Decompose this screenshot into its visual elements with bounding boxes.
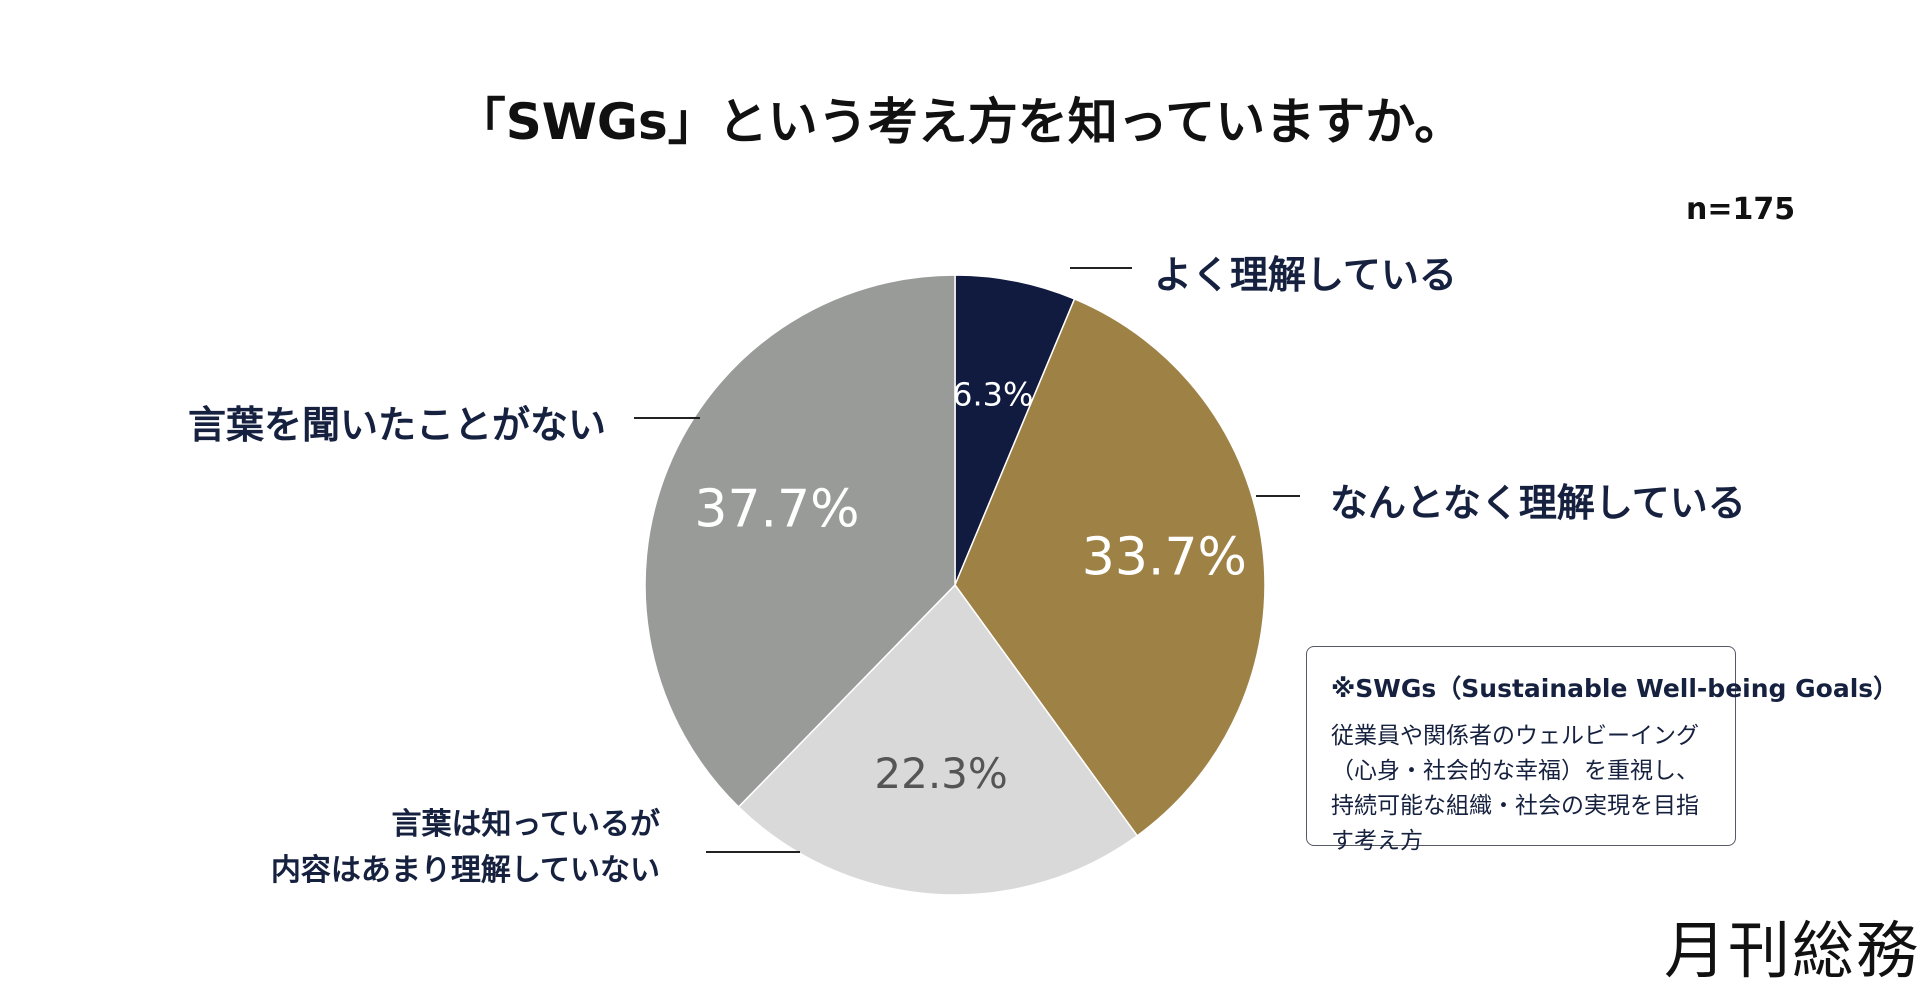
slice-well-understood bbox=[954, 274, 1076, 586]
label-well-understood: よく理解している bbox=[1154, 253, 1457, 297]
label-never-heard: 言葉を聞いたことがない bbox=[187, 403, 606, 447]
publisher-logo: 月刊総務 bbox=[1664, 914, 1920, 987]
label-heard-line2: 内容はあまり理解していない bbox=[270, 853, 660, 888]
label-somewhat-understood: なんとなく理解している bbox=[1330, 481, 1746, 525]
label-heard-line1: 言葉は知っているが bbox=[391, 807, 661, 842]
slice-heard-not-understood bbox=[737, 583, 1139, 896]
slice-somewhat-understood bbox=[954, 297, 1266, 837]
note-title: ※SWGs（Sustainable Well-being Goals） bbox=[1331, 674, 1899, 703]
value-label-heard-not-understood: 22.3% bbox=[874, 749, 1007, 798]
chart-title: 「SWGs」という考え方を知っていますか。 bbox=[455, 93, 1465, 151]
definition-note: ※SWGs（Sustainable Well-being Goals） 従業員や… bbox=[1306, 646, 1899, 854]
value-label-somewhat-understood: 33.7% bbox=[1082, 528, 1247, 588]
note-body: 従業員や関係者のウェルビーイング（心身・社会的な幸福）を重視し、持続可能な組織・… bbox=[1331, 723, 1699, 854]
value-label-never-heard: 37.7% bbox=[694, 480, 859, 540]
slice-never-heard bbox=[644, 274, 956, 809]
sample-size: n=175 bbox=[1686, 192, 1796, 227]
value-label-well-understood: 6.3% bbox=[952, 376, 1033, 414]
label-heard-not-understood: 言葉は知っているが 内容はあまり理解していない bbox=[271, 802, 660, 894]
